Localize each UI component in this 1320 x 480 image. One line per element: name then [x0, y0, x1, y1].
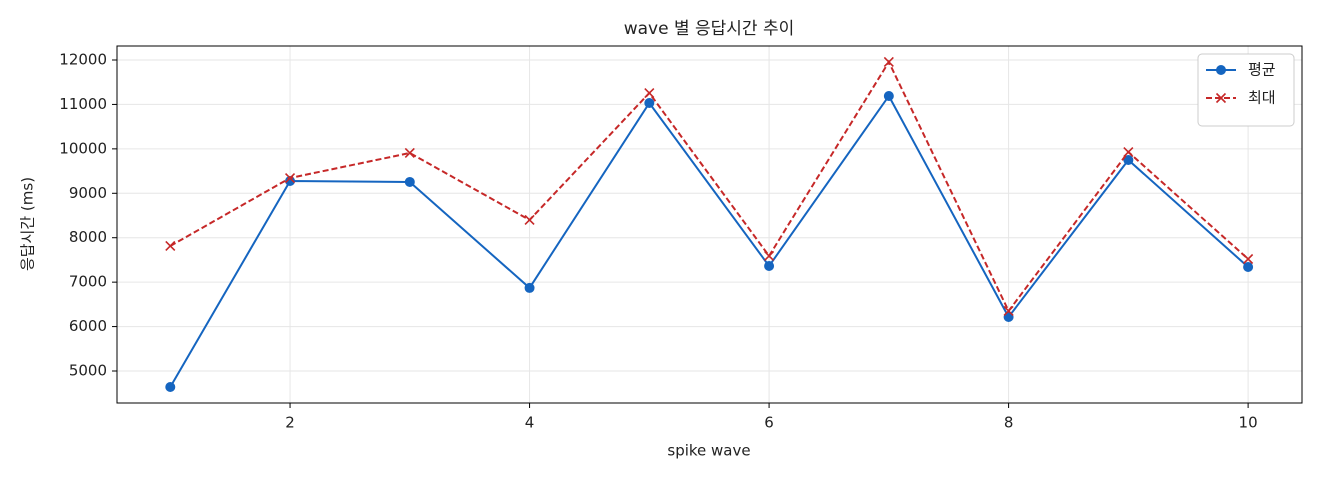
y-tick-label: 9000 — [69, 184, 107, 202]
marker — [524, 214, 535, 226]
marker — [1243, 253, 1254, 265]
marker — [764, 250, 775, 262]
chart-title: wave 별 응답시간 추이 — [624, 19, 795, 39]
y-tick-label: 11000 — [59, 95, 107, 113]
marker — [1216, 65, 1226, 75]
marker — [165, 382, 176, 393]
marker — [165, 240, 176, 252]
series-line — [169, 59, 1249, 313]
x-tick-label: 8 — [1004, 414, 1014, 432]
legend-label: 최대 — [1248, 89, 1276, 107]
marker — [883, 90, 894, 101]
marker — [764, 261, 775, 272]
marker — [1123, 146, 1134, 158]
marker — [404, 176, 415, 187]
series-line — [169, 94, 1249, 388]
marker — [644, 98, 655, 109]
marker — [1215, 92, 1227, 104]
legend-label: 평균 — [1248, 61, 1276, 79]
y-tick-label: 10000 — [59, 139, 107, 157]
marker — [524, 282, 535, 293]
marker — [284, 172, 296, 184]
marker — [1243, 261, 1254, 272]
marker — [1003, 305, 1014, 317]
legend-box — [1197, 53, 1295, 127]
y-tick-label: 12000 — [59, 50, 107, 68]
y-axis-label: 응답시간 (ms) — [19, 177, 37, 271]
plot-frame — [116, 45, 1303, 404]
y-tick-label: 7000 — [69, 273, 107, 291]
marker — [644, 87, 655, 99]
x-axis-label: spike wave — [667, 442, 750, 460]
marker — [1123, 155, 1134, 166]
x-tick-label: 10 — [1239, 414, 1258, 432]
x-tick-label: 6 — [764, 414, 774, 432]
x-tick-label: 2 — [285, 414, 295, 432]
x-tick-label: 4 — [525, 414, 535, 432]
marker — [404, 147, 415, 159]
y-tick-label: 6000 — [69, 317, 107, 335]
marker — [883, 56, 894, 68]
y-tick-label: 8000 — [69, 228, 107, 246]
y-tick-label: 5000 — [69, 362, 107, 380]
